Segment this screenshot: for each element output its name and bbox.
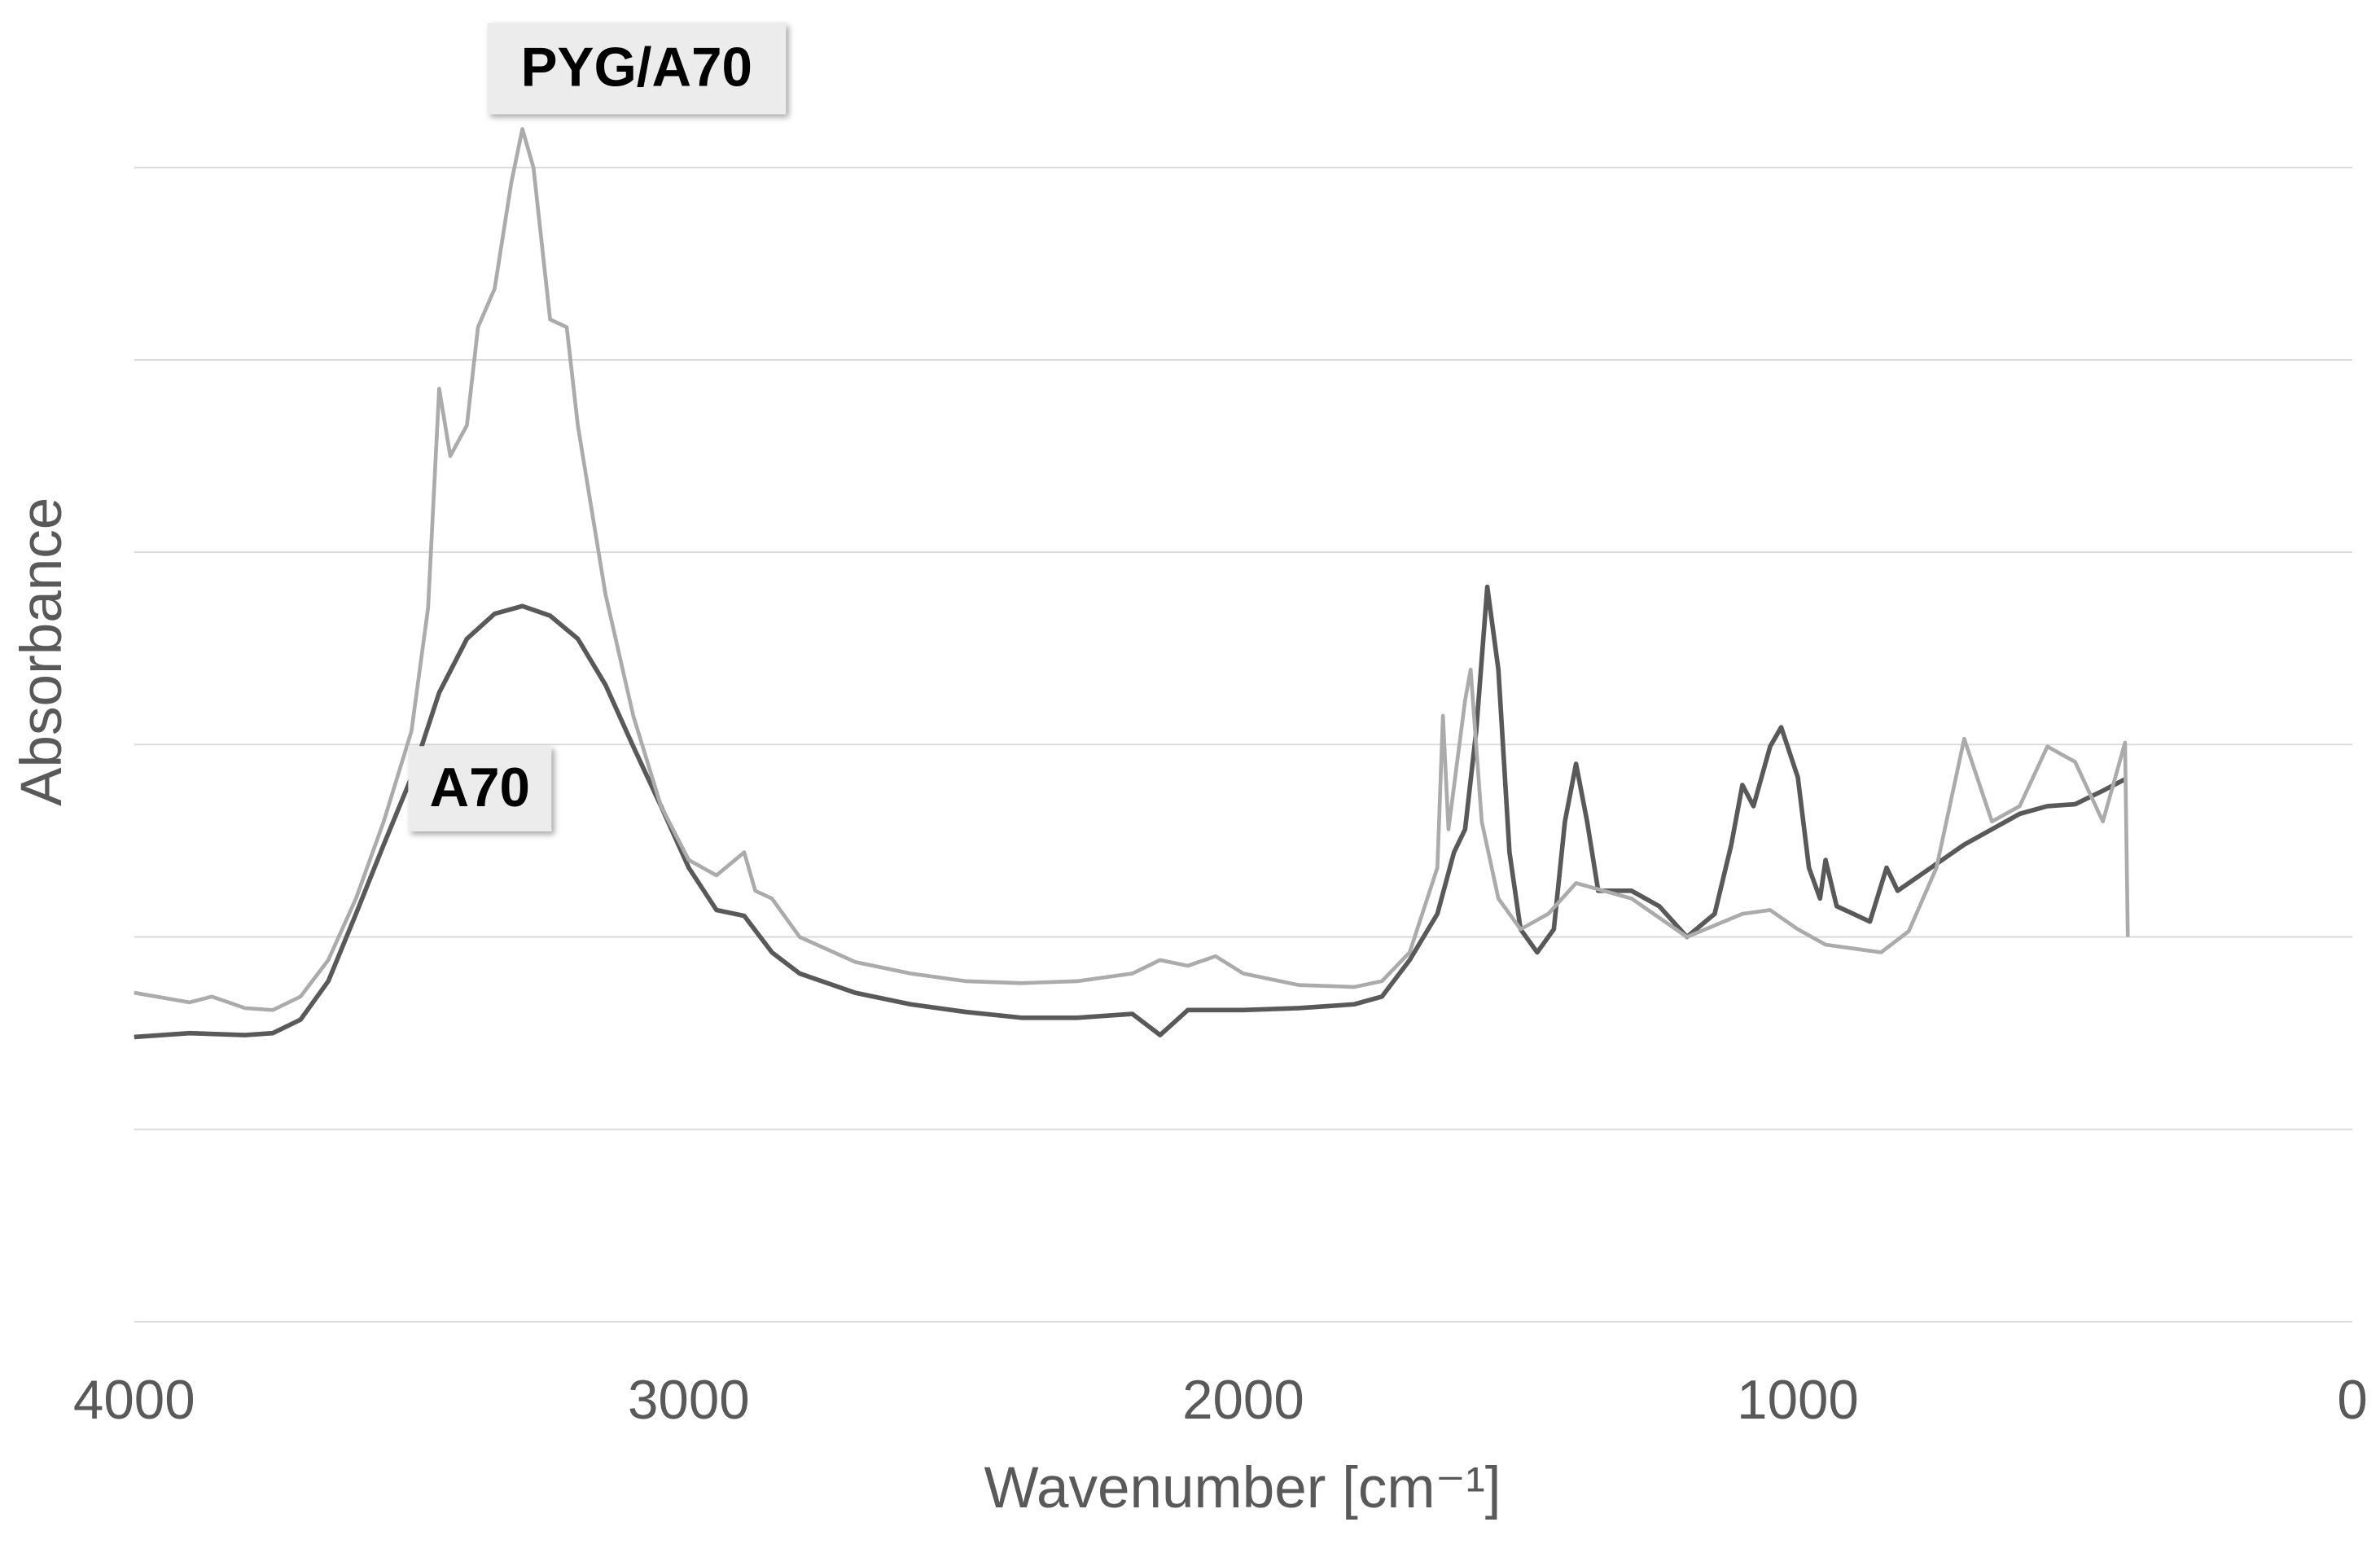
y-axis-title: Absorbance <box>10 498 74 806</box>
x-tick-label: 1000 <box>1737 1370 1859 1431</box>
x-axis-title: Wavenumber [cm⁻¹] <box>984 1456 1501 1520</box>
x-tick-label: 4000 <box>73 1370 195 1431</box>
annotation-text: A70 <box>429 757 529 818</box>
annotation: A70 <box>408 746 552 831</box>
annotation-box <box>487 23 787 115</box>
x-tick-label: 2000 <box>1182 1370 1304 1431</box>
annotation-text: PYG/A70 <box>521 37 752 99</box>
x-tick-label: 3000 <box>628 1370 750 1431</box>
x-tick-label: 0 <box>2337 1370 2367 1431</box>
series-line <box>134 127 2130 1012</box>
series-line <box>134 584 2127 1040</box>
annotation: PYG/A70 <box>487 23 787 115</box>
annotation-box <box>408 746 552 831</box>
